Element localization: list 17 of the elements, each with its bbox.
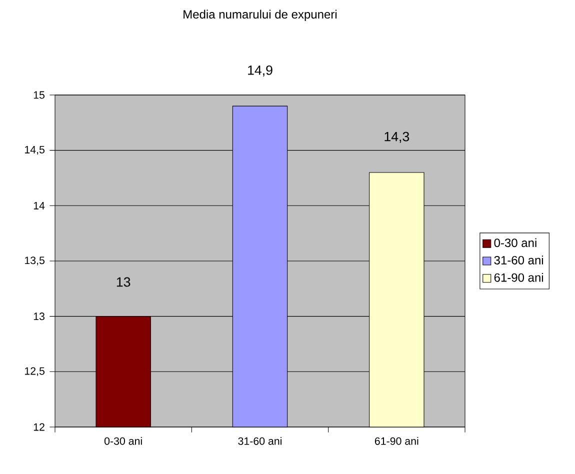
y-tick-label: 12 xyxy=(34,423,44,431)
x-tick-label: 31-60 ani xyxy=(238,437,282,445)
y-tick-label: 13,5 xyxy=(25,256,45,266)
legend-label: 31-60 ani xyxy=(494,256,544,264)
x-tick-label: 0-30 ani xyxy=(104,437,142,445)
y-tick-label: 15 xyxy=(34,91,45,99)
data-label: 14,3 xyxy=(384,132,410,143)
y-tick-label: 14 xyxy=(34,202,45,210)
data-label: 13 xyxy=(116,277,130,287)
legend-label: 0-30 ani xyxy=(494,238,536,248)
chart-title: Media numarului de expuneri xyxy=(184,10,337,21)
y-tick-label: 12,5 xyxy=(25,367,45,376)
legend-label: 61-90 ani xyxy=(494,273,544,282)
data-label: 14,9 xyxy=(248,65,272,76)
x-tick-label: 61-90 ani xyxy=(374,437,418,445)
y-tick-label: 14,5 xyxy=(25,146,45,155)
y-tick-label: 13 xyxy=(34,312,44,320)
